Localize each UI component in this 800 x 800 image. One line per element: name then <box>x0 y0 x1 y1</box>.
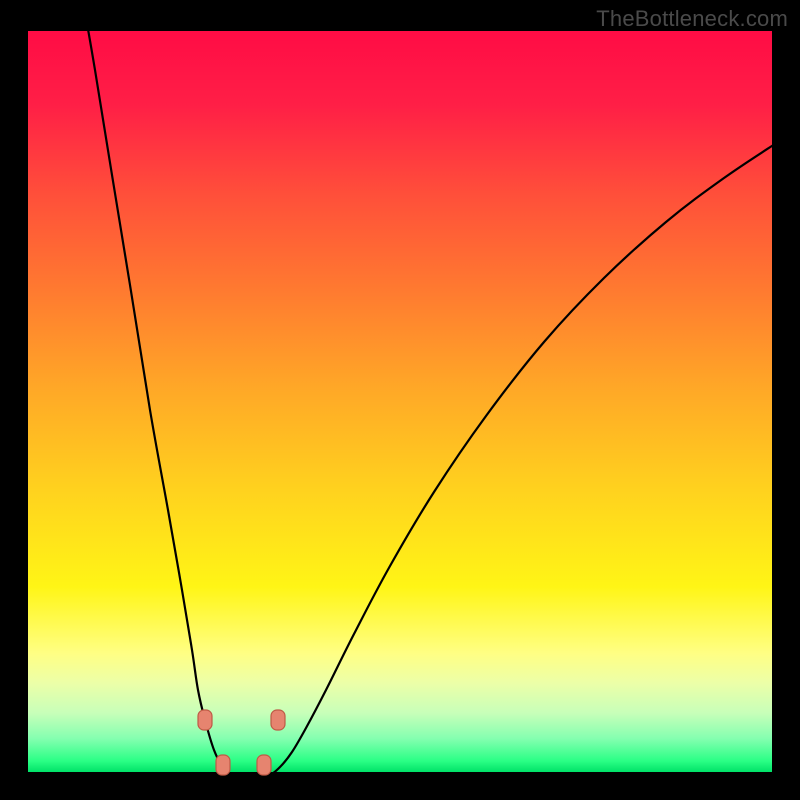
bottleneck-chart <box>0 0 800 800</box>
watermark-label: TheBottleneck.com <box>596 6 788 32</box>
curve-marker <box>216 755 230 775</box>
chart-frame: TheBottleneck.com <box>0 0 800 800</box>
gradient-background <box>28 31 772 772</box>
curve-marker <box>198 710 212 730</box>
curve-marker <box>271 710 285 730</box>
curve-marker <box>257 755 271 775</box>
